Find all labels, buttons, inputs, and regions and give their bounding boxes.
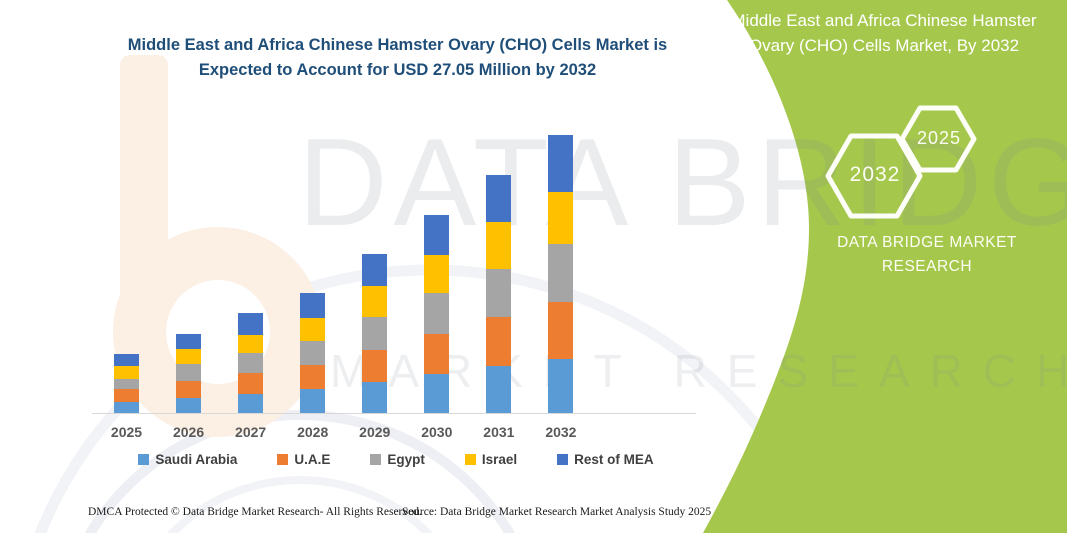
bar-2032: 2032	[545, 135, 576, 440]
legend-label: Saudi Arabia	[155, 452, 238, 467]
legend-swatch-icon	[277, 454, 289, 465]
hexagon-year-2025: 2025	[916, 128, 962, 148]
bar-segment-rest-of-mea-2026	[176, 333, 202, 350]
x-axis-line	[92, 413, 696, 414]
legend-item-u-a-e: U.A.E	[277, 452, 330, 467]
bar-segment-egypt-2030	[424, 293, 450, 334]
x-axis-tick-2029: 2029	[359, 424, 391, 440]
x-axis-tick-2032: 2032	[545, 424, 577, 440]
bar-segment-rest-of-mea-2030	[424, 215, 450, 255]
bar-segment-saudi-arabia-2029	[362, 382, 388, 413]
bar-segment-egypt-2029	[362, 317, 388, 351]
x-axis-tick-2026: 2026	[172, 424, 205, 440]
bar-segment-saudi-arabia-2030	[424, 373, 450, 413]
legend-label: Rest of MEA	[574, 452, 654, 467]
bar-2029: 2029	[359, 254, 390, 440]
x-axis-tick-2025: 2025	[110, 424, 143, 440]
brand-name: DATA BRIDGE MARKET RESEARCH	[812, 231, 1042, 279]
bar-segment-saudi-arabia-2032	[548, 358, 574, 413]
legend-swatch-icon	[370, 454, 382, 465]
bar-segment-israel-2028	[300, 317, 326, 341]
bar-2027: 2027	[235, 313, 266, 440]
dmca-copyright-text: DMCA Protected © Data Bridge Market Rese…	[88, 506, 422, 518]
hexagon-2032	[825, 133, 923, 219]
bar-segment-egypt-2025	[114, 379, 139, 390]
legend-item-saudi-arabia: Saudi Arabia	[138, 452, 237, 467]
bar-segment-israel-2025	[114, 366, 139, 380]
bar-segment-israel-2030	[424, 254, 450, 294]
x-axis-tick-2030: 2030	[421, 424, 453, 440]
bar-segment-u-a-e-2027	[238, 372, 264, 394]
bar-segment-u-a-e-2032	[548, 302, 574, 359]
bar-segment-saudi-arabia-2031	[486, 365, 512, 413]
bar-segment-rest-of-mea-2032	[548, 135, 574, 192]
bar-segment-egypt-2027	[238, 353, 264, 373]
chart-title: Middle East and Africa Chinese Hamster O…	[110, 33, 685, 83]
bar-segment-egypt-2032	[548, 244, 574, 302]
bar-segment-u-a-e-2028	[300, 364, 326, 390]
legend-label: Egypt	[387, 452, 425, 467]
brand-line2: RESEARCH	[881, 258, 973, 276]
legend-item-israel: Israel	[464, 452, 518, 467]
bar-segment-israel-2026	[176, 349, 202, 365]
bar-segment-saudi-arabia-2027	[238, 393, 264, 413]
chart-title-line2: Expected to Account for USD 27.05 Millio…	[198, 60, 597, 79]
brand-line1: DATA BRIDGE MARKET	[837, 234, 1017, 251]
legend-swatch-icon	[138, 454, 150, 465]
hexagon-2025	[899, 105, 977, 173]
bar-segment-israel-2027	[238, 334, 264, 354]
bar-segment-rest-of-mea-2031	[486, 175, 512, 223]
x-axis-tick-2028: 2028	[297, 424, 329, 440]
bar-2031: 2031	[483, 175, 514, 440]
bar-segment-u-a-e-2026	[176, 381, 202, 398]
bar-segment-saudi-arabia-2026	[176, 397, 202, 413]
bar-2025: 2025	[111, 353, 142, 440]
bar-segment-saudi-arabia-2025	[114, 401, 139, 413]
bar-segment-u-a-e-2025	[114, 389, 139, 402]
legend-label: U.A.E	[294, 452, 331, 467]
side-panel-title: Middle East and Africa Chinese Hamster O…	[719, 9, 1049, 58]
legend-swatch-icon	[557, 454, 569, 465]
bar-segment-saudi-arabia-2028	[300, 389, 326, 413]
chart-title-line1: Middle East and Africa Chinese Hamster O…	[127, 36, 668, 54]
bar-segment-rest-of-mea-2025	[114, 353, 139, 367]
legend-swatch-icon	[464, 454, 476, 465]
side-panel-title-line1: Middle East and Africa Chinese Hamster	[731, 11, 1037, 30]
bar-segment-u-a-e-2031	[486, 317, 512, 366]
watermark-text-market-research: MARKET RESEARCH	[330, 345, 1067, 397]
bar-segment-egypt-2031	[486, 269, 512, 318]
source-text: Source: Data Bridge Market Research Mark…	[402, 506, 712, 518]
stacked-bar-chart: 2025 2026 2027 2028 2029 2030 2031 2032	[90, 118, 702, 440]
bar-2030: 2030	[421, 215, 452, 440]
bar-segment-israel-2029	[362, 286, 388, 318]
bar-segment-rest-of-mea-2027	[238, 313, 264, 335]
legend-item-egypt: Egypt	[370, 452, 425, 467]
chart-legend: Saudi Arabia U.A.E Egypt Israel Rest of MEA	[90, 452, 702, 467]
x-axis-tick-2027: 2027	[235, 424, 267, 440]
bar-segment-egypt-2028	[300, 340, 326, 365]
hexagon-badges	[825, 105, 977, 219]
bar-segment-egypt-2026	[176, 364, 202, 382]
bar-segment-israel-2031	[486, 222, 512, 270]
legend-item-rest-of-mea: Rest of MEA	[557, 452, 654, 467]
bar-segment-rest-of-mea-2028	[300, 293, 326, 318]
bar-segment-u-a-e-2030	[424, 333, 450, 374]
bar-2028: 2028	[297, 293, 328, 440]
bar-segment-rest-of-mea-2029	[362, 254, 388, 287]
x-axis-tick-2031: 2031	[483, 424, 515, 440]
bar-segment-israel-2032	[548, 191, 574, 245]
bar-2026: 2026	[173, 333, 204, 440]
bar-segment-u-a-e-2029	[362, 350, 388, 383]
hexagon-year-2032: 2032	[849, 163, 901, 186]
legend-label: Israel	[481, 452, 518, 467]
side-panel-title-line2: Ovary (CHO) Cells Market, By 2032	[748, 35, 1020, 55]
